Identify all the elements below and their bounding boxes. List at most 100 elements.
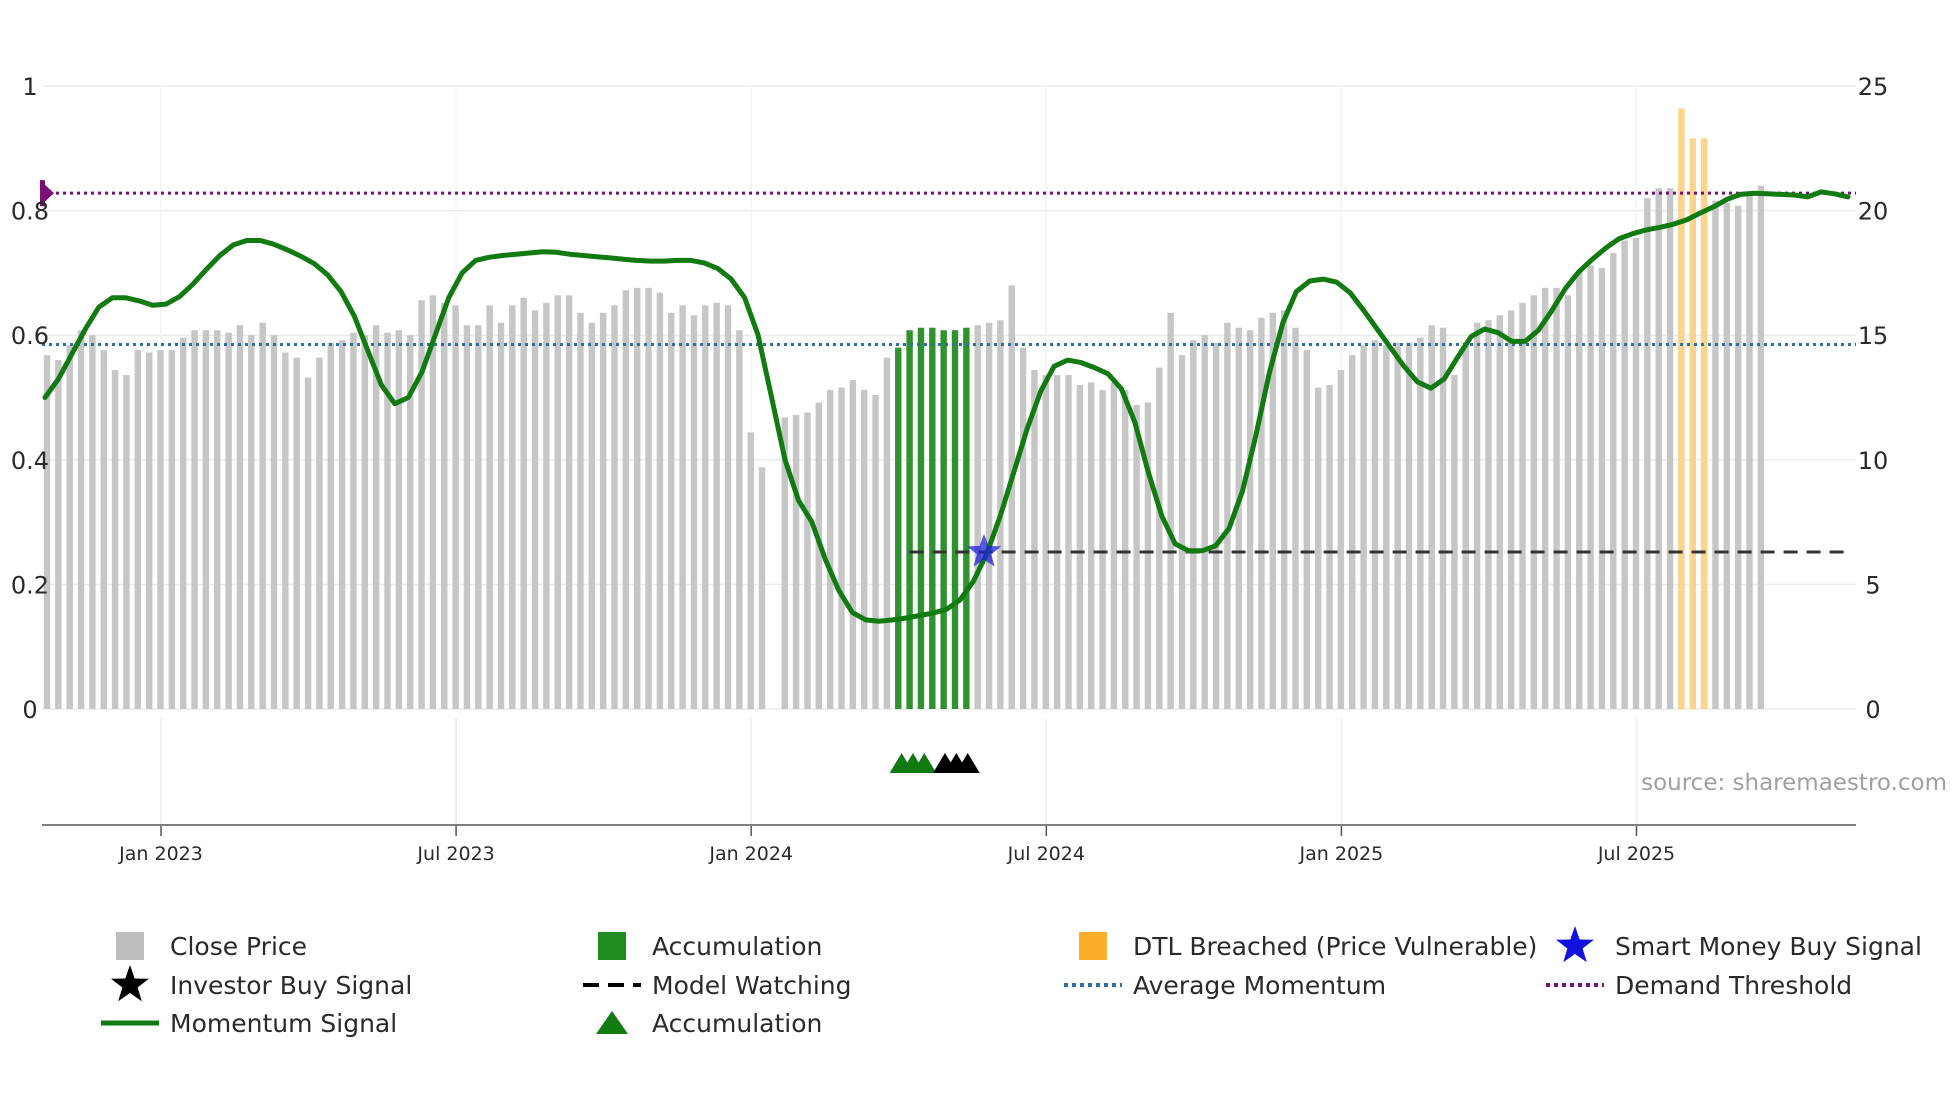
legend-item: Demand Threshold <box>1546 971 1852 1000</box>
price-bar <box>1190 340 1197 709</box>
price-bar <box>270 335 278 709</box>
legend-label: Average Momentum <box>1133 971 1386 1000</box>
price-bar <box>1451 375 1458 709</box>
price-bar <box>1303 350 1311 709</box>
price-bar <box>1439 327 1447 709</box>
x-tick-label: Jan 2023 <box>118 843 203 865</box>
price-bar <box>180 337 187 709</box>
price-bar <box>55 360 62 709</box>
price-bar <box>1019 347 1027 709</box>
chart-legend: Close Price Accumulation DTL Breached (Pri… <box>101 926 1922 1038</box>
dtl-breached-bar <box>1700 138 1708 709</box>
price-bar <box>1734 205 1742 709</box>
price-bar <box>781 417 788 709</box>
legend-swatch-accumulation-triangle <box>596 1011 628 1034</box>
price-bar <box>1394 342 1401 709</box>
legend-swatch-close-price <box>116 932 144 960</box>
price-bar <box>134 350 141 709</box>
price-bar <box>89 335 96 709</box>
price-bar <box>214 330 221 709</box>
price-bar <box>826 390 834 709</box>
price-bar <box>543 302 550 709</box>
price-bar <box>804 412 811 709</box>
price-bar <box>838 387 845 709</box>
price-bar <box>713 302 720 709</box>
legend-swatch-dtl <box>1079 932 1107 960</box>
price-bars <box>43 108 1765 710</box>
legend-label: Accumulation <box>652 932 822 961</box>
price-bar <box>191 330 198 709</box>
price-bar <box>1496 315 1503 709</box>
grid-layer <box>42 85 1856 825</box>
accumulation-bar <box>906 330 913 709</box>
price-bar <box>77 330 85 709</box>
price-bar <box>236 325 244 709</box>
y-left-tick-label: 0.2 <box>11 571 49 599</box>
price-bar <box>327 342 334 709</box>
price-bar <box>486 305 493 709</box>
price-bar <box>1564 295 1572 709</box>
legend-item: Smart Money Buy Signal <box>1556 926 1922 963</box>
legend-label: Close Price <box>170 932 307 961</box>
price-bar <box>1212 342 1220 709</box>
price-bar <box>668 312 675 709</box>
price-bar <box>361 335 368 709</box>
price-bar <box>1655 188 1662 709</box>
price-bar <box>418 300 425 709</box>
y-right-tick-label: 0 <box>1865 696 1880 724</box>
price-bar <box>634 287 641 709</box>
price-bar <box>1757 185 1765 709</box>
price-bar <box>1246 330 1254 709</box>
momentum-signal-line <box>42 189 1851 624</box>
price-bar <box>1224 322 1231 709</box>
y-left-tick-label: 0 <box>22 696 37 724</box>
price-bar <box>157 350 164 709</box>
price-bar <box>531 310 539 709</box>
price-bar <box>1292 327 1299 709</box>
accumulation-bar <box>940 330 947 709</box>
demand-threshold-marker-base <box>40 180 45 207</box>
price-bar <box>1337 370 1345 709</box>
price-bar <box>441 302 448 709</box>
price-bar <box>497 322 505 709</box>
price-bar <box>1280 310 1288 709</box>
y-left-tick-label: 0.4 <box>11 447 49 475</box>
price-bar <box>599 312 607 709</box>
price-bar <box>1349 355 1356 709</box>
price-bar <box>645 287 652 709</box>
source-label: source: sharemaestro.com <box>1641 770 1947 796</box>
price-bar <box>565 295 573 709</box>
price-bar <box>1462 345 1469 709</box>
price-bar <box>1666 188 1674 709</box>
y-right-tick-label: 5 <box>1865 571 1880 599</box>
price-bar <box>736 330 743 709</box>
price-bar <box>554 295 561 709</box>
price-bar <box>1371 340 1379 709</box>
legend-item: Accumulation <box>596 1009 822 1038</box>
price-bar <box>248 335 255 709</box>
price-bar <box>1042 375 1049 709</box>
price-bar <box>1144 402 1152 709</box>
price-bar <box>316 357 323 709</box>
price-bar <box>1598 267 1606 709</box>
price-bar <box>463 325 471 709</box>
legend-label: Momentum Signal <box>170 1009 397 1038</box>
price-bar <box>293 357 300 709</box>
price-bar <box>350 332 357 709</box>
legend-label: Demand Threshold <box>1615 971 1852 1000</box>
price-bar <box>1122 390 1129 709</box>
price-bar <box>202 330 210 709</box>
price-bar <box>1315 387 1322 709</box>
legend-label: Accumulation <box>652 1009 822 1038</box>
x-tick-label: Jul 2023 <box>416 843 494 865</box>
price-bar <box>1746 193 1753 709</box>
price-bar <box>622 290 630 709</box>
price-bar <box>690 315 698 709</box>
legend-label: Model Watching <box>652 971 852 1000</box>
price-bar <box>1031 370 1038 709</box>
price-bar <box>123 375 130 709</box>
accumulation-triangle <box>912 753 937 773</box>
price-bar <box>1258 317 1265 709</box>
investor-buy-triangle <box>955 753 980 773</box>
